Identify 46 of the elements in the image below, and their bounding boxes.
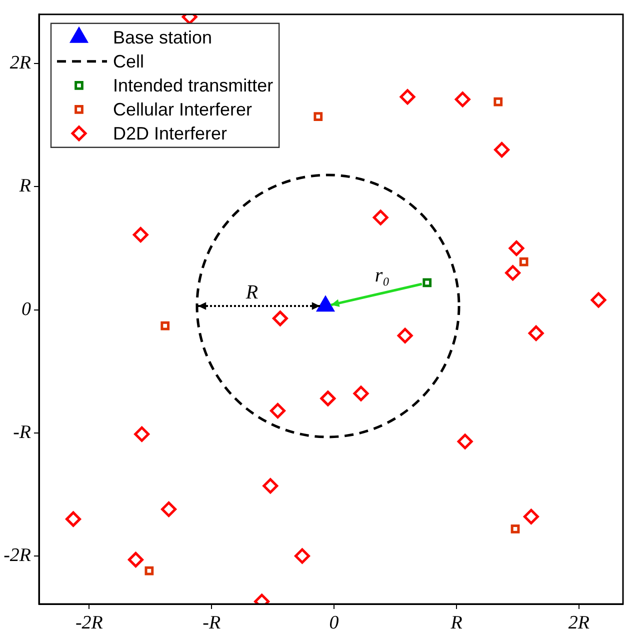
point [161, 501, 177, 517]
point [320, 390, 336, 406]
point [454, 92, 470, 108]
legend-label: Cell [113, 51, 144, 72]
y-tick-label: -R [13, 422, 32, 443]
legend-label: Intended transmitter [113, 75, 274, 96]
point [294, 548, 310, 564]
point [519, 257, 528, 266]
point [270, 403, 286, 418]
point [494, 97, 503, 106]
annotation: r₀ [374, 264, 390, 287]
y-tick-label: -2R [4, 544, 32, 566]
legend-label: D2D Interferer [113, 123, 228, 144]
x-tick-label: 2R [568, 612, 590, 631]
x-tick-label: R [450, 612, 463, 631]
point [314, 112, 323, 121]
legend-label: Base station [113, 27, 212, 48]
point [144, 566, 154, 576]
y-tick-label: 2R [10, 52, 32, 74]
point [160, 321, 170, 330]
point [272, 310, 288, 326]
legend-label: Cellular Interferer [113, 99, 252, 120]
point [590, 292, 606, 308]
point [134, 426, 150, 442]
point [528, 325, 544, 341]
y-tick-label: R [18, 176, 32, 197]
point [66, 511, 82, 527]
x-tick-label: 0 [329, 612, 340, 631]
point [523, 508, 539, 524]
point [494, 142, 510, 158]
point [422, 278, 432, 288]
point [128, 552, 144, 568]
annotation: R [244, 281, 258, 304]
point [353, 386, 369, 402]
point [457, 434, 473, 450]
point [505, 265, 521, 281]
point [132, 226, 148, 242]
point [400, 89, 416, 105]
point [508, 240, 524, 256]
y-tick-label: 0 [22, 298, 32, 320]
x-tick-label: -R [202, 612, 221, 631]
point [372, 210, 388, 226]
x-tick-label: -2R [75, 612, 104, 631]
point [262, 478, 278, 494]
point [397, 328, 413, 344]
point [510, 524, 520, 534]
